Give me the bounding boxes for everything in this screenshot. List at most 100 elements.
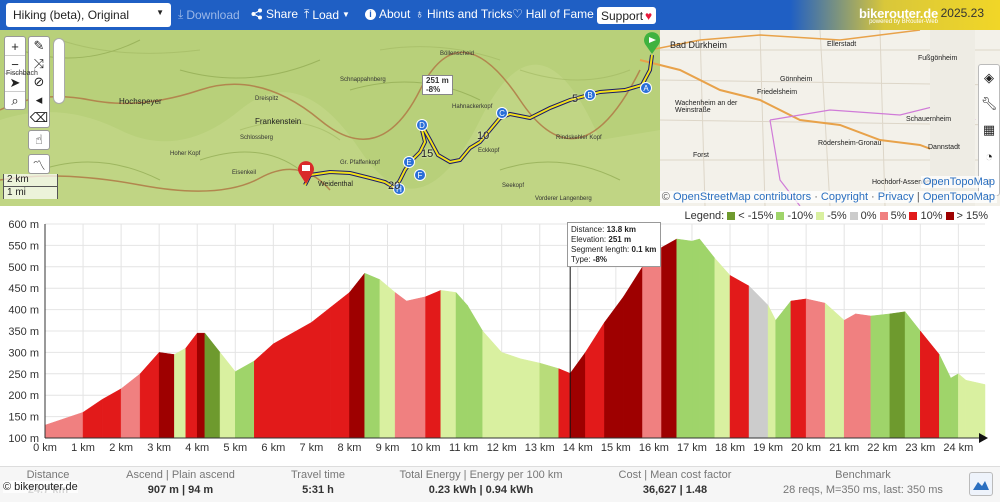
zoom-out-button[interactable]: − [5,55,25,73]
opacity-slider[interactable] [53,38,65,104]
chevron-down-icon: ▼ [342,10,350,19]
hall-of-fame-button[interactable]: ♡ Hall of Fame [512,7,594,21]
locate-icon[interactable]: ➤ [5,73,25,91]
download-button[interactable]: ⤓ Download [178,7,240,22]
y-tick-label: 150 m [8,412,39,424]
end-marker-icon[interactable] [297,160,315,184]
waypoint-marker[interactable]: A [640,82,652,94]
stat-time: Travel time 5:31 h [283,469,353,496]
legend-title: Legend: [684,210,725,222]
elevation-segment [623,265,643,439]
layers-icon[interactable]: ◈ [984,70,994,85]
opentopomap-link[interactable]: OpenTopoMap [922,191,995,203]
toggle-elevation-button[interactable] [969,472,993,496]
share-icon [251,8,262,20]
elevation-segment [379,279,396,439]
y-tick-label: 100 m [8,433,39,445]
waypoint-marker[interactable]: C [496,107,508,119]
profile-label: Hiking (beta), Original [13,8,130,22]
waypoint-marker[interactable]: B [584,89,596,101]
megaphone-icon[interactable]: ◂ [35,92,43,107]
pie-icon[interactable]: ◔ [985,148,993,164]
place-label: Hoher Kopf [170,151,201,157]
waypoint-marker[interactable]: H [393,183,405,195]
tooltip-elevation-label: Elevation: [571,235,607,244]
search-icon[interactable]: ⌕ [5,91,25,109]
y-tick-label: 550 m [8,240,39,252]
y-tick-label: 300 m [8,347,39,359]
stat-label: Distance [26,469,70,481]
elevation-segment [425,289,442,439]
tooltip-elevation: 251 m [608,235,632,244]
stat-cost: Cost | Mean cost factor 36,627 | 1.48 [610,469,740,496]
elevation-segment [729,274,750,439]
brand-name: bikerouter.de [858,6,938,21]
stat-energy: Total Energy | Energy per 100 km 0.23 kWh… [395,469,567,496]
load-button[interactable]: ⤒ Load ▼ [304,7,350,22]
trash-icon[interactable]: ⌫ [29,110,49,125]
y-tick-label: 200 m [8,390,39,402]
x-tick-label: 17 km [677,442,707,454]
hints-button[interactable]: ♁ Hints and Tricks [415,7,512,21]
elevation-chart[interactable]: 100 m 150 m 200 m 250 m 300 m 350 m 400 m 450 m… [0,208,1000,466]
table-icon[interactable]: ▦ [982,122,996,137]
stat-label: Benchmark [835,469,891,481]
elevation-segment [482,330,502,439]
map-view[interactable]: + − ➤ ⌕ ✎ ⤨ ⊘ ◂ ⌫ ☝ 〽 Fischbach Hochspey… [0,30,1000,206]
waypoint-marker[interactable]: E [403,156,415,168]
place-label: Gönnheim [780,76,813,83]
elevation-segment [558,368,571,439]
place-label: Bad Dürkheim [670,40,728,50]
km-marker: 20 [388,180,401,192]
pencil-icon[interactable]: ✎ [33,38,45,53]
osm-link[interactable]: OpenStreetMap contributors [672,191,812,203]
tooltip-segment: 0.1 km [631,245,657,254]
elevation-segment [604,296,624,439]
share-button[interactable]: Share [251,7,298,21]
shuffle-icon[interactable]: ⤨ [33,56,45,71]
privacy-link[interactable]: Privacy [877,191,914,203]
elevation-segment [824,302,845,439]
waypoint-marker[interactable]: D [416,119,428,131]
y-tick-label: 500 m [8,262,39,274]
no-entry-icon[interactable]: ⊘ [33,74,45,89]
opentopomap-link[interactable]: OpenTopoMap [922,176,995,188]
y-tick-label: 450 m [8,283,39,295]
x-tick-label: 3 km [147,442,171,454]
wrench-icon[interactable]: 🔧︎ [980,96,998,111]
elevation-segment [273,332,293,439]
load-label: Load [312,7,340,22]
copyright-link[interactable]: Copyright [820,191,868,203]
heart-outline-icon: ♡ [512,7,523,21]
chevron-down-icon: ▼ [156,8,164,17]
start-marker-icon[interactable] [643,32,661,54]
waypoint-marker[interactable]: F [414,169,426,181]
support-button[interactable]: Support ♥ [597,7,657,24]
elevation-segment [569,351,586,439]
elevation-segment [958,373,967,439]
about-button[interactable]: i About [365,7,410,21]
elevation-segment [44,418,65,439]
elevation-segment [790,298,807,439]
hall-label: Hall of Fame [525,7,594,21]
place-label: Forst [693,152,709,159]
elevation-segment [204,332,221,439]
legend-swatch [727,212,736,220]
about-label: About [379,7,411,21]
chart-icon[interactable]: 〽 [32,157,46,173]
elevation-segment [455,291,468,439]
map-scale: 2 km 1 mi [3,174,58,199]
stat-value: 907 m | 94 m [147,484,214,496]
zoom-in-button[interactable]: + [11,38,19,54]
hand-icon[interactable]: ☝ [35,132,43,147]
elevation-segment [394,291,407,439]
profile-select[interactable]: Hiking (beta), Original ▼ [6,3,171,27]
legend-label: > 15% [956,210,989,222]
mountain-chart-icon [973,481,989,490]
brand-logo[interactable]: bikerouter.de powered by BRouter-Web 202… [790,0,1000,30]
place-label: Vorderer Langenberg [535,196,592,202]
elevation-segment [642,246,662,439]
scale-mi: 1 mi [3,186,58,199]
route-stats: Distance24.7 km Ascend | Plain ascend907… [0,466,1000,502]
elevation-segment [699,238,716,439]
